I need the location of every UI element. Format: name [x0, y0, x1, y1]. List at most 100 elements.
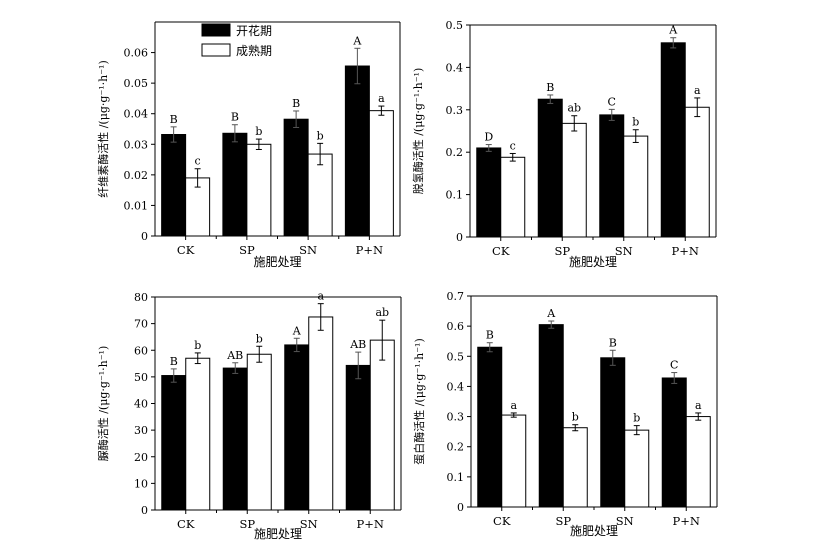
bar-maturity-sp: [562, 427, 588, 508]
y-tick-label: 0.1: [446, 189, 464, 202]
significance-letter: AB: [349, 338, 366, 351]
significance-letter: A: [668, 24, 678, 37]
y-tick-label: 0.06: [124, 47, 149, 60]
bar-maturity-ck: [501, 414, 527, 508]
bar-maturity-ck: [185, 357, 211, 511]
significance-letter: A: [546, 307, 556, 320]
x-axis-title: 施肥处理: [570, 524, 618, 538]
y-tick-label: 0.2: [447, 441, 465, 454]
bar-flowering-pn: [661, 377, 687, 508]
y-axis-title: 纤维素酶活性 /(μg·g⁻¹·h⁻¹): [96, 60, 110, 198]
bar-maturity-sn: [623, 135, 649, 238]
y-tick-label: 0: [456, 231, 463, 244]
significance-letter: B: [170, 355, 178, 368]
bar-flowering-sn: [284, 344, 310, 511]
y-tick-label: 0.5: [446, 19, 464, 32]
significance-letter: A: [352, 34, 362, 47]
significance-letter: b: [632, 116, 639, 129]
y-tick-label: 10: [134, 477, 148, 490]
significance-letter: a: [694, 84, 701, 97]
y-tick-label: 0.3: [447, 411, 465, 424]
y-tick-label: 70: [134, 318, 148, 331]
significance-letter: C: [608, 95, 616, 108]
significance-letter: B: [231, 111, 239, 124]
y-tick-label: 0.4: [446, 61, 464, 74]
bar-maturity-sp: [246, 143, 272, 237]
significance-letter: D: [484, 131, 493, 144]
bar-maturity-pn: [684, 106, 710, 238]
bar-maturity-pn: [369, 339, 395, 511]
legend-swatch-flowering: [201, 23, 231, 37]
y-tick-label: 0.3: [446, 104, 464, 117]
x-tick-label-pn: P+N: [356, 243, 383, 257]
legend-label-maturity: 成熟期: [236, 43, 272, 58]
x-tick-label-sp: SP: [239, 243, 255, 257]
x-tick-label-pn: P+N: [357, 517, 384, 531]
y-tick-label: 0.5: [447, 350, 465, 363]
bar-flowering-pn: [344, 65, 370, 237]
chart-panel-top-left: 0 0.01 0.02 0.03 0.04 0.05 0.06 纤维素酶活性 /(μg·g⁻¹…: [96, 21, 401, 269]
significance-letter: a: [695, 399, 702, 412]
y-tick-label: 0.05: [124, 77, 149, 90]
significance-letter: c: [510, 139, 516, 152]
bar-flowering-ck: [161, 134, 187, 237]
significance-letter: B: [170, 113, 178, 126]
significance-letter: B: [486, 329, 494, 342]
y-tick-label: 0.6: [447, 320, 465, 333]
y-tick-label: 0.7: [447, 290, 465, 303]
bar-maturity-sp: [561, 122, 587, 238]
x-axis-title: 施肥处理: [569, 255, 617, 269]
significance-letter: a: [510, 399, 517, 412]
x-tick-label-sn: SN: [300, 517, 318, 531]
bar-flowering-sn: [283, 118, 309, 237]
x-tick-label-sn: SN: [616, 514, 634, 528]
significance-letter: C: [670, 359, 678, 372]
x-tick-label-pn: P+N: [673, 514, 700, 528]
y-tick-label: 0.01: [124, 199, 149, 212]
bar-maturity-sn: [307, 153, 333, 237]
y-tick-label: 0: [457, 501, 464, 514]
significance-letter: ab: [375, 306, 389, 319]
bar-flowering-sp: [222, 367, 248, 511]
y-tick-label: 0.04: [124, 108, 149, 121]
bar-flowering-sp: [222, 132, 248, 237]
x-tick-label-ck: CK: [177, 517, 195, 531]
y-tick-label: 80: [134, 291, 148, 304]
significance-letter: b: [256, 332, 263, 345]
significance-letter: b: [317, 129, 324, 142]
x-tick-label-sp: SP: [239, 517, 255, 531]
legend-label-flowering: 开花期: [236, 23, 272, 38]
y-tick-label: 0: [141, 504, 148, 517]
x-tick-label-sp: SP: [555, 514, 571, 528]
bar-flowering-pn: [660, 42, 686, 238]
y-tick-label: 30: [134, 424, 148, 437]
bar-flowering-sn: [600, 357, 626, 508]
y-axis-title: 蛋白酶活性 /(μg·g⁻¹·h⁻¹): [412, 338, 426, 465]
chart-panel-top-right: 0 0.1 0.2 0.3 0.4 0.5 脱氢酶活性 /(μg·g⁻¹·h⁻¹) 施肥处理 C…: [411, 19, 717, 269]
bar-flowering-ck: [476, 147, 502, 238]
significance-letter: c: [195, 155, 201, 168]
significance-letter: a: [317, 290, 324, 303]
bar-flowering-sn: [599, 114, 625, 238]
significance-letter: AB: [226, 349, 243, 362]
legend-swatch-maturity: [201, 43, 231, 57]
bar-maturity-sp: [246, 353, 272, 511]
chart-panel-bottom-right: 0 0.1 0.2 0.3 0.4 0.5 0.6 0.7 蛋白酶活性 /(μg·g⁻¹·h⁻¹…: [412, 290, 718, 538]
y-tick-label: 40: [134, 398, 148, 411]
x-tick-label-sn: SN: [299, 243, 317, 257]
y-tick-label: 0.02: [124, 169, 149, 182]
significance-letter: b: [572, 411, 579, 424]
y-tick-label: 0: [141, 230, 148, 243]
significance-letter: A: [292, 324, 302, 337]
y-tick-label: 0.2: [446, 146, 464, 159]
x-axis-title: 施肥处理: [254, 527, 302, 541]
y-tick-label: 20: [134, 451, 148, 464]
bar-maturity-pn: [368, 110, 394, 237]
bar-flowering-pn: [345, 364, 371, 511]
y-axis-title: 脲酶活性 /(μg·g⁻¹·h⁻¹): [96, 346, 110, 462]
x-tick-label-pn: P+N: [672, 244, 699, 258]
y-tick-label: 60: [134, 344, 148, 357]
x-tick-label-ck: CK: [493, 514, 511, 528]
